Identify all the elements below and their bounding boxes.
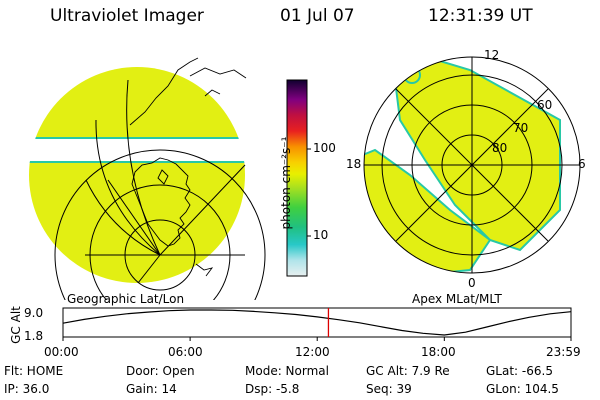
geographic-grid: [54, 79, 266, 300]
date-label: 01 Jul 07: [280, 6, 355, 26]
gc-alt-status: GC Alt: 7.9 Re: [366, 364, 450, 378]
mlat-70-label: 70: [513, 121, 529, 135]
x-tick-1800: 18:00: [421, 345, 456, 359]
y-tick-1.8: 1.8: [24, 329, 44, 343]
mlt-0-label: 0: [468, 276, 476, 290]
door-status: Door: Open: [126, 364, 195, 378]
glon-status: GLon: 104.5: [486, 382, 559, 396]
mlat-60-label: 60: [537, 98, 553, 112]
mlt-6-label: 6: [578, 157, 586, 171]
gain-status: Gain: 14: [126, 382, 177, 396]
geographic-panel-label: Geographic Lat/Lon: [67, 292, 185, 306]
ip-status: IP: 36.0: [4, 382, 50, 396]
mlat-80-label: 80: [492, 141, 508, 155]
colorbar-ticks: [307, 148, 311, 237]
mode-status: Mode: Normal: [245, 364, 329, 378]
colorbar-tick-10: 10: [313, 228, 329, 242]
polar-image: [363, 56, 581, 274]
plot-frame: [62, 307, 572, 338]
glat-status: GLat: -66.5: [486, 364, 553, 378]
instrument-title: Ultraviolet Imager: [50, 6, 204, 26]
x-tick-2359: 23:59: [546, 345, 581, 359]
flt-status: Flt: HOME: [4, 364, 64, 378]
coastline: [129, 57, 247, 277]
x-tick-1200: 12:00: [295, 345, 330, 359]
mlt-18-label: 18: [346, 157, 362, 171]
y-tick-9: 9.0: [24, 306, 44, 320]
dsp-status: Dsp: -5.8: [245, 382, 300, 396]
imager-panels: [29, 56, 581, 300]
emission-region-upper: [29, 67, 245, 139]
colorbar-tick-100: 100: [313, 141, 336, 155]
gc-alt-series-line: [62, 309, 572, 336]
x-tick-0000: 00:00: [44, 345, 79, 359]
mlt-12-label: 12: [484, 48, 500, 62]
colorbar: [286, 79, 308, 277]
apex-panel-label: Apex MLat/MLT: [412, 292, 502, 306]
x-tick-0600: 06:00: [168, 345, 203, 359]
gc-alt-plot: [62, 307, 572, 341]
time-label: 12:31:39 UT: [428, 6, 533, 26]
geographic-image: [29, 67, 245, 283]
colorbar-unit-label: photon cm⁻²s⁻¹: [279, 136, 293, 230]
seq-status: Seq: 39: [366, 382, 412, 396]
